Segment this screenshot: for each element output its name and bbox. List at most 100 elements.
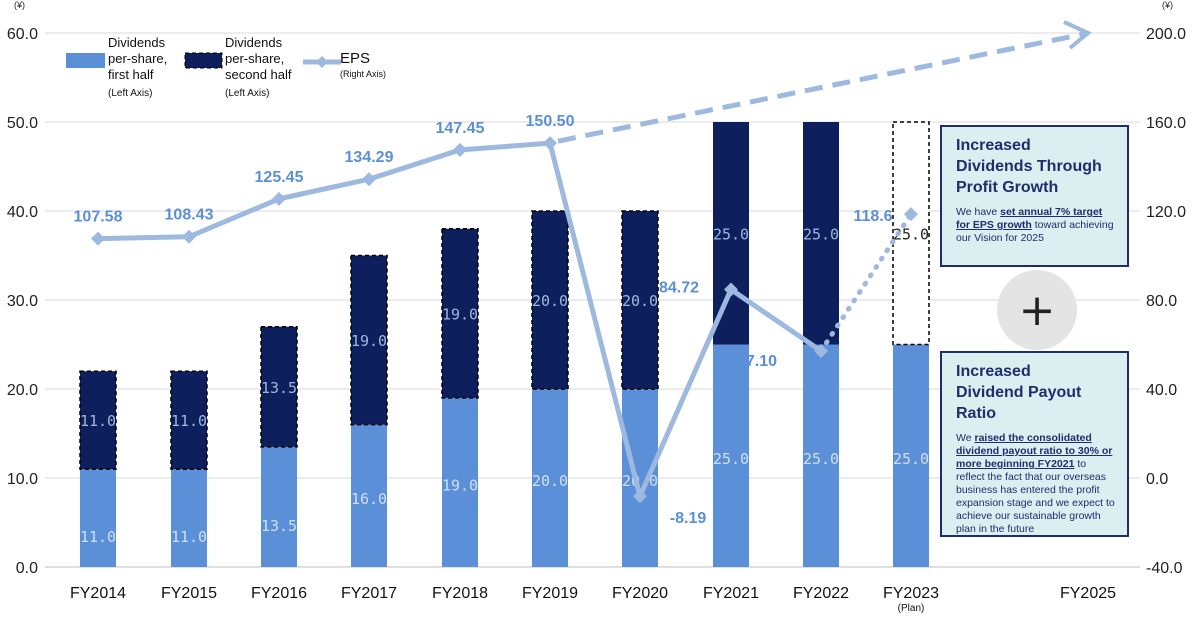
eps-data-label: 150.50 [526, 113, 575, 130]
bar-first-half [803, 344, 839, 567]
bar-second-half-label: 25.0 [713, 225, 749, 243]
right-axis-tick-label: 40.0 [1146, 382, 1177, 399]
bar-second-half [351, 255, 387, 425]
bar-second-half-label: 11.0 [80, 412, 116, 430]
right-axis-tick-label: 160.0 [1146, 115, 1186, 132]
bar-second-half-label: 19.0 [351, 332, 387, 350]
eps-marker [272, 191, 286, 206]
bar-first-half [532, 389, 568, 567]
callout-payout-ratio: Increased Dividend Payout Ratio We raise… [940, 351, 1129, 537]
callout-payout-ratio-title: Increased Dividend Payout Ratio [956, 363, 1082, 422]
eps-data-label: 147.45 [436, 120, 485, 137]
eps-data-label: 118.6 [853, 208, 892, 225]
eps-data-label: 125.45 [255, 169, 304, 186]
x-axis-tick-label: FY2021 [703, 585, 759, 602]
eps-data-label: 107.58 [74, 209, 123, 226]
right-axis-tick-label: 80.0 [1146, 293, 1177, 310]
x-axis-tick-label: FY2014 [70, 585, 126, 602]
bar-first-half-label: 25.0 [803, 450, 839, 468]
x-axis-tick-label: FY2016 [251, 585, 307, 602]
bar-second-half-outline [531, 210, 569, 390]
bar-second-half-label: 13.5 [261, 379, 297, 397]
legend-swatch-first-half [66, 53, 105, 68]
bar-second-half-label: 20.0 [622, 292, 658, 310]
legend-label-eps: EPS [340, 50, 370, 67]
left-axis-tick-label: 40.0 [7, 204, 38, 221]
right-axis-tick-label: 120.0 [1146, 204, 1186, 221]
bar-first-half [351, 424, 387, 567]
bar-second-half [171, 371, 207, 470]
bar-second-half-outline [621, 210, 659, 390]
eps-trend-arrowhead [1063, 20, 1092, 50]
bar-second-half-outline [350, 254, 388, 426]
plus-icon: + [997, 270, 1077, 350]
legend-label-second-half: second half [225, 67, 292, 82]
left-axis-tick-label: 10.0 [7, 471, 38, 488]
left-axis-tick-label: 30.0 [7, 293, 38, 310]
callout-profit-growth-title: Increased Dividends Through Profit Growt… [956, 137, 1102, 196]
right-axis-tick-label: -40.0 [1146, 560, 1183, 577]
eps-marker [182, 229, 196, 244]
bar-second-half [713, 122, 749, 345]
right-axis-tick-label: 0.0 [1146, 471, 1168, 488]
bar-second-half [622, 211, 658, 389]
bar-first-half-label: 20.0 [532, 472, 568, 490]
bar-first-half [622, 389, 658, 567]
bar-second-half [80, 371, 116, 470]
x-axis-tick-label: FY2022 [793, 585, 849, 602]
legend-axis-note: (Right Axis) [340, 69, 386, 79]
x-axis-tick-label: FY2023 [883, 585, 939, 602]
bar-first-half-label: 25.0 [713, 450, 749, 468]
x-axis-tick-label: FY2020 [612, 585, 668, 602]
legend-label-second-half: per-share, [225, 51, 284, 66]
left-axis-tick-label: 60.0 [7, 26, 38, 43]
legend-label-first-half: per-share, [108, 51, 167, 66]
right-axis-unit: (¥) [1162, 0, 1173, 10]
x-axis-tick-label: FY2015 [161, 585, 217, 602]
legend-label-first-half: Dividends [108, 35, 166, 50]
bar-first-half [80, 469, 116, 567]
eps-marker [91, 231, 105, 246]
left-axis-unit: (¥) [14, 0, 25, 10]
eps-data-label: 84.72 [659, 279, 699, 296]
bar-second-half-outline [79, 370, 117, 470]
eps-trend-arrow [557, 31, 1085, 144]
bar-second-half [532, 211, 568, 389]
bar-second-half-label: 25.0 [803, 225, 839, 243]
eps-data-label: -8.19 [670, 510, 707, 527]
legend-label-second-half: Dividends [225, 35, 283, 50]
eps-marker [724, 282, 738, 297]
bar-second-half-label: 20.0 [532, 292, 568, 310]
callout-profit-growth: Increased Dividends Through Profit Growt… [940, 125, 1129, 267]
eps-marker [633, 489, 647, 504]
x-axis-tick-label: FY2025 [1060, 585, 1116, 602]
legend-axis-note: (Left Axis) [225, 88, 269, 99]
bar-first-half-label: 16.0 [351, 490, 387, 508]
bar-second-half-outline [892, 121, 930, 346]
legend-label-first-half: first half [108, 67, 154, 82]
bar-second-half-label: 19.0 [442, 305, 478, 323]
x-axis-sublabel: (Plan) [898, 603, 925, 614]
x-axis-tick-label: FY2017 [341, 585, 397, 602]
bar-first-half-label: 25.0 [893, 450, 929, 468]
bar-second-half-label: 25.0 [893, 225, 929, 243]
left-axis-tick-label: 0.0 [16, 560, 38, 577]
eps-marker [543, 136, 557, 151]
x-axis-tick-label: FY2019 [522, 585, 578, 602]
bar-second-half-outline [170, 370, 208, 470]
bar-second-half-outline [441, 228, 479, 399]
eps-line-plan [818, 211, 914, 354]
legend-axis-note: (Left Axis) [108, 88, 152, 99]
bar-second-half [261, 326, 297, 447]
bar-first-half-label: 11.0 [171, 528, 207, 546]
eps-data-label: 57.10 [737, 353, 777, 370]
bar-first-half [893, 344, 929, 567]
eps-data-label: 108.43 [165, 207, 214, 224]
left-axis-tick-label: 50.0 [7, 115, 38, 132]
eps-marker [362, 172, 376, 187]
callout-profit-growth-body: We have set annual 7% target for EPS gro… [956, 206, 1114, 244]
bar-second-half-label: 11.0 [171, 412, 207, 430]
bar-first-half-label: 11.0 [80, 528, 116, 546]
callout-payout-ratio-body: We raised the consolidated dividend payo… [956, 432, 1115, 535]
